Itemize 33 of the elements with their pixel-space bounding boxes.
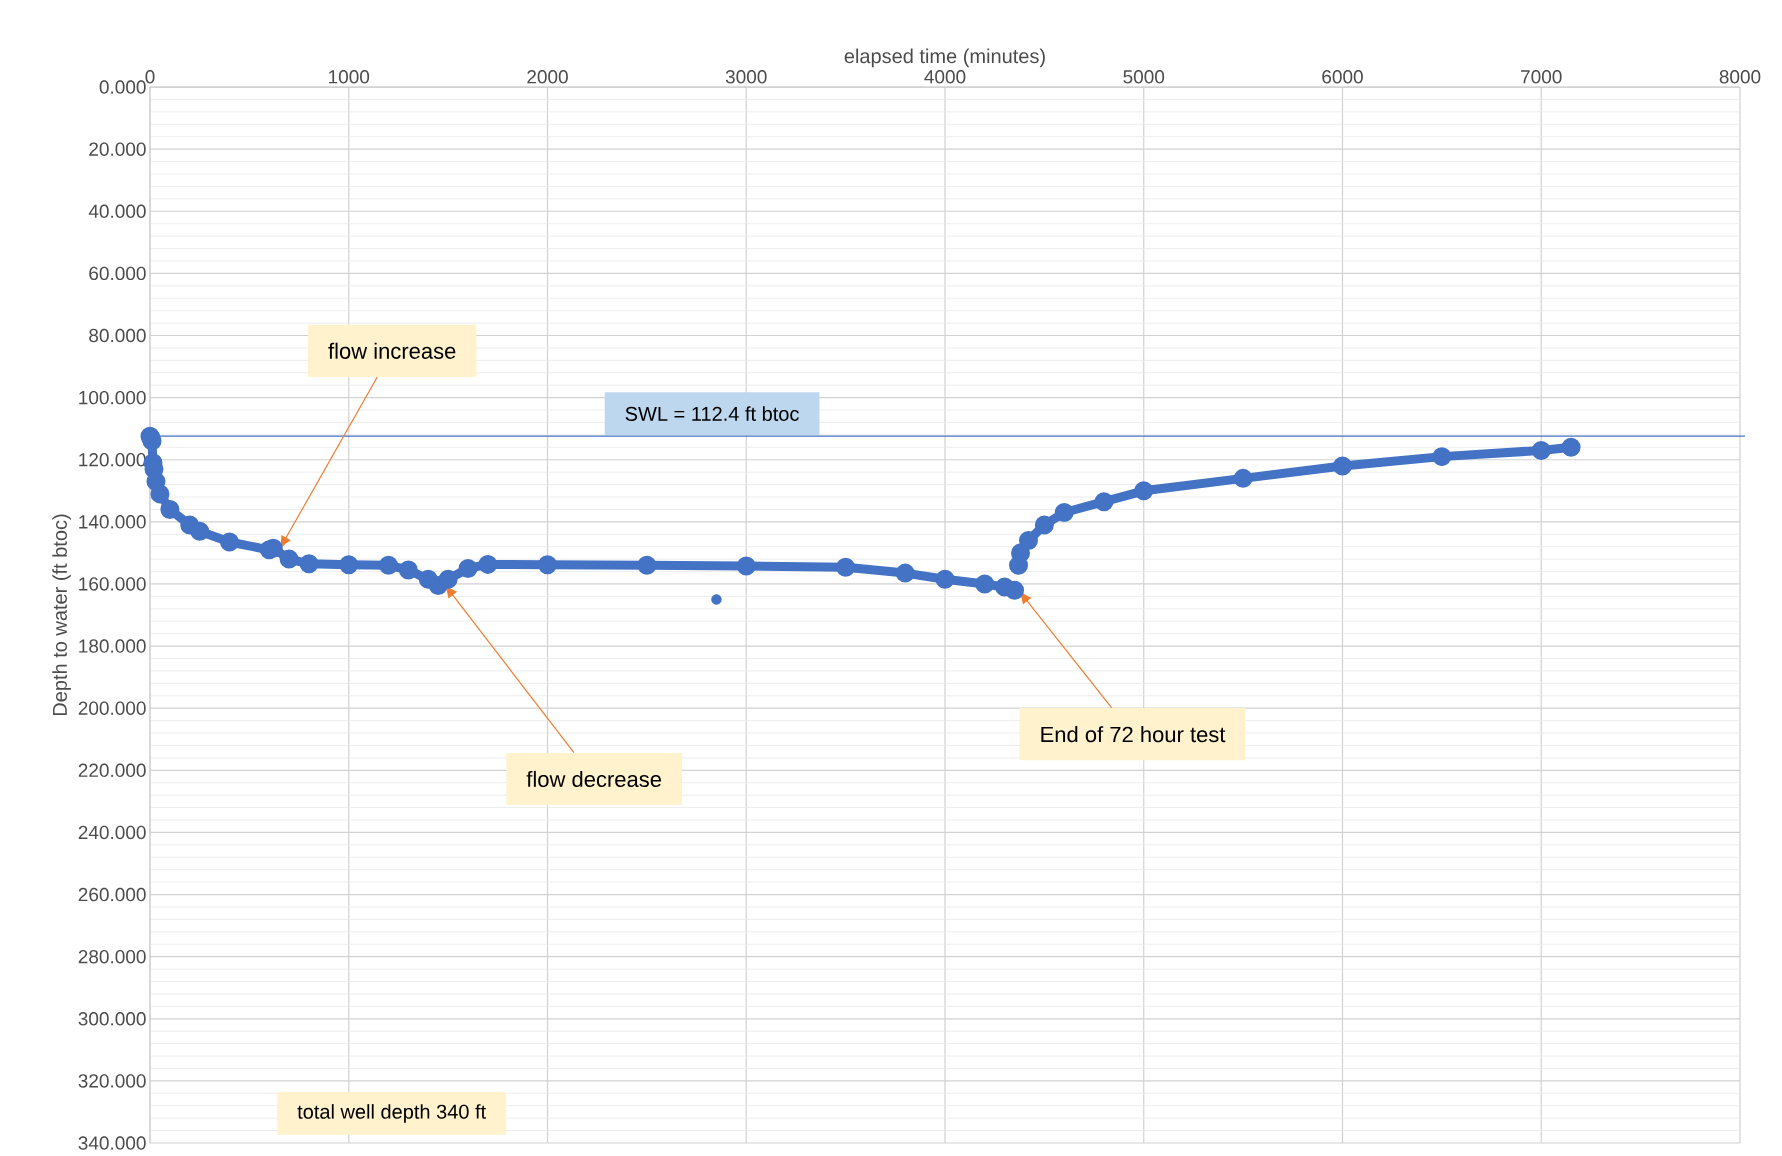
y-tick-label: 20.000 [89,142,146,156]
y-tick-label: 40.000 [88,204,146,218]
y-tick-label: 300.000 [78,1012,146,1026]
x-tick-label: 7000 [1521,70,1562,84]
x-tick-label: 1000 [329,70,370,84]
x-axis-title: elapsed time (minutes) [844,48,1045,68]
y-tick-label: 140.000 [79,515,146,529]
y-tick-label: 100.000 [79,390,146,405]
x-tick-label: 4000 [924,70,966,84]
x-tick-label: 2000 [527,70,568,84]
x-tick-label: 8000 [1719,70,1761,84]
y-tick-label: 320.000 [78,1074,146,1088]
x-tick-label: 3000 [725,70,767,84]
y-tick-label: 160.000 [79,577,146,591]
x-tick-label: 0 [145,70,155,84]
annotation: flow increase [328,342,456,359]
y-tick-label: 260.000 [78,887,146,902]
y-tick-label: 220.000 [78,763,146,778]
y-tick-label: 0.000 [99,80,146,94]
y-axis-title: Depth to water (ft btoc) [52,514,71,716]
y-tick-label: 60.000 [89,266,146,281]
y-tick-label: 240.000 [78,825,146,840]
y-tick-label: 180.000 [79,639,146,653]
y-tick-label: 200.000 [78,701,146,715]
annotation: End of 72 hour test [1041,726,1226,743]
annotation: total well depth 340 ft [297,1104,486,1123]
x-tick-label: 6000 [1322,70,1363,84]
x-tick-label: 5000 [1123,70,1165,84]
y-tick-label: 340.000 [78,1136,146,1150]
ref-line-label: SWL = 112.4 ft btoc [625,406,799,421]
y-tick-label: 280.000 [78,949,146,964]
y-tick-label: 80.000 [89,328,146,343]
annotation: flow decrease [526,770,661,788]
